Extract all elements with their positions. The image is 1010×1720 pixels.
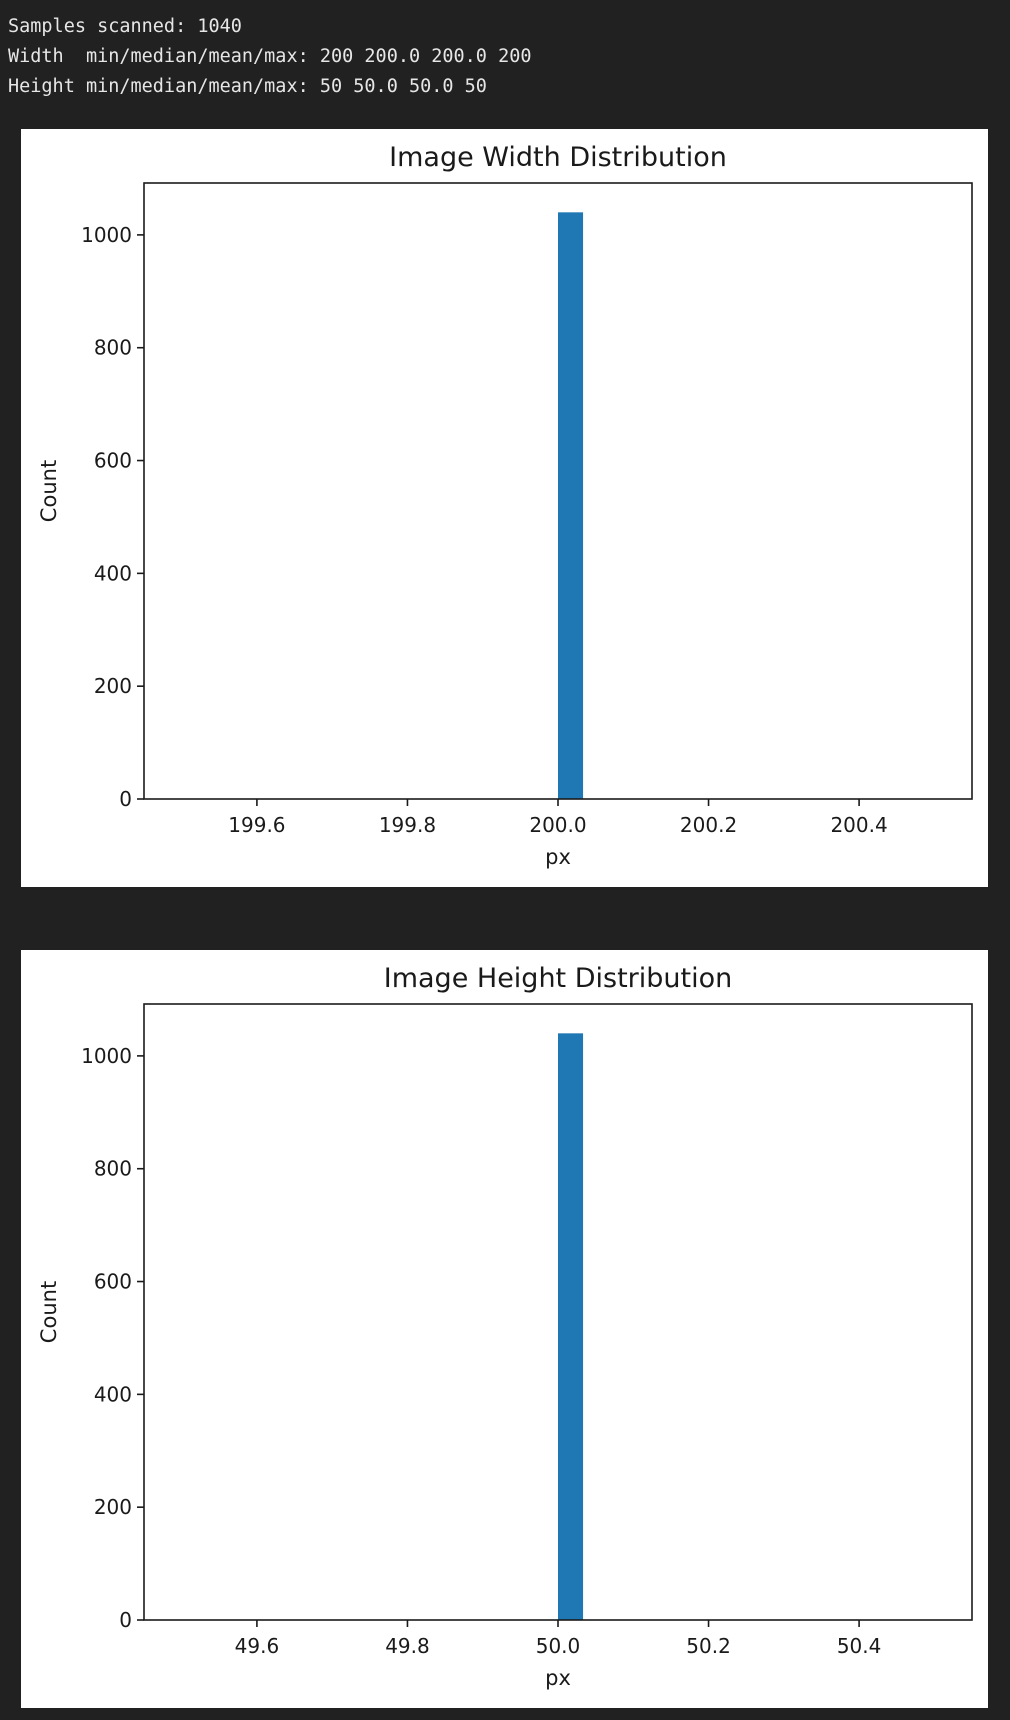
height-xtick-label: 50.4 bbox=[837, 1634, 882, 1658]
height-histogram-svg: Image Height Distribution 49.6 49.8 50.0 50.… bbox=[37, 963, 973, 1690]
width-xtick-label: 199.6 bbox=[228, 813, 285, 837]
height-ytick-label: 600 bbox=[94, 1270, 132, 1294]
height-xtick-label: 50.0 bbox=[536, 1634, 581, 1658]
width-ytick-label: 0 bbox=[119, 787, 132, 811]
width-ytick-label: 400 bbox=[94, 561, 132, 585]
width-ytick-label: 800 bbox=[94, 336, 132, 360]
width-histogram-svg: Image Width Distribution 199.6 199.8 200.0 2… bbox=[37, 142, 973, 869]
height-xtick-label: 50.2 bbox=[686, 1634, 731, 1658]
samples-scanned-line: Samples scanned: 1040 bbox=[8, 16, 242, 37]
height-chart-title: Image Height Distribution bbox=[384, 963, 733, 994]
height-ytick-label: 800 bbox=[94, 1157, 132, 1181]
width-x-axis-label: px bbox=[545, 845, 571, 869]
height-x-axis-label: px bbox=[545, 1666, 571, 1690]
width-xtick-label: 200.0 bbox=[529, 813, 586, 837]
height-ytick-label: 0 bbox=[119, 1608, 132, 1632]
height-xtick-label: 49.6 bbox=[235, 1634, 280, 1658]
height-bar-0 bbox=[558, 1033, 584, 1620]
width-ytick-label: 200 bbox=[94, 674, 132, 698]
width-bar-0 bbox=[558, 212, 584, 799]
width-xtick-label: 200.4 bbox=[830, 813, 887, 837]
height-xtick-label: 49.8 bbox=[385, 1634, 430, 1658]
height-y-axis-label: Count bbox=[37, 1281, 61, 1343]
width-y-axis-label: Count bbox=[37, 460, 61, 522]
height-ytick-label: 200 bbox=[94, 1495, 132, 1519]
width-stats-line: Width min/median/mean/max: 200 200.0 200… bbox=[8, 46, 532, 67]
width-ytick-label: 600 bbox=[94, 449, 132, 473]
width-histogram-figure: Image Width Distribution 199.6 199.8 200.0 2… bbox=[21, 129, 988, 887]
height-ytick-label: 400 bbox=[94, 1382, 132, 1406]
width-xtick-label: 199.8 bbox=[379, 813, 436, 837]
width-ytick-label: 1000 bbox=[81, 223, 132, 247]
height-ytick-label: 1000 bbox=[81, 1044, 132, 1068]
height-stats-line: Height min/median/mean/max: 50 50.0 50.0… bbox=[8, 76, 487, 97]
width-xtick-label: 200.2 bbox=[680, 813, 737, 837]
cell-output-text: Samples scanned: 1040 Width min/median/me… bbox=[8, 12, 531, 102]
width-chart-title: Image Width Distribution bbox=[389, 142, 727, 173]
height-histogram-figure: Image Height Distribution 49.6 49.8 50.0 50.… bbox=[21, 950, 988, 1708]
